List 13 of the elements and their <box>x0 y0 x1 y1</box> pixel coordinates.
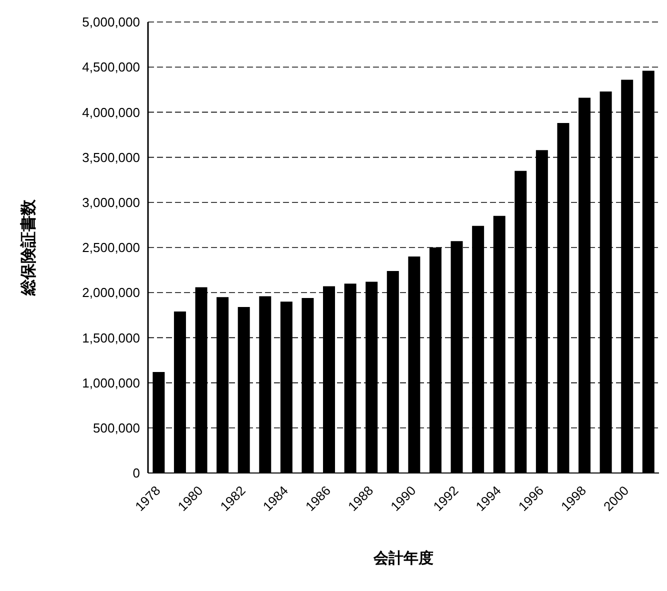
y-tick-label: 3,000,000 <box>82 195 140 210</box>
y-tick-label: 5,000,000 <box>82 14 140 30</box>
y-tick-label: 500,000 <box>93 420 140 436</box>
y-tick-label: 0 <box>132 466 140 481</box>
y-tick-label: 1,000,000 <box>82 375 140 390</box>
y-tick-label: 2,500,000 <box>82 240 140 256</box>
y-tick-label: 1,500,000 <box>82 330 140 346</box>
y-axis-title: 総保険証書数 <box>20 198 38 296</box>
y-tick-label: 4,500,000 <box>82 60 140 75</box>
x-axis-title: 会計年度 <box>372 549 434 567</box>
y-tick-label: 4,000,000 <box>82 104 140 120</box>
y-tick-label: 2,000,000 <box>82 285 140 300</box>
y-tick-label: 3,500,000 <box>82 150 140 165</box>
